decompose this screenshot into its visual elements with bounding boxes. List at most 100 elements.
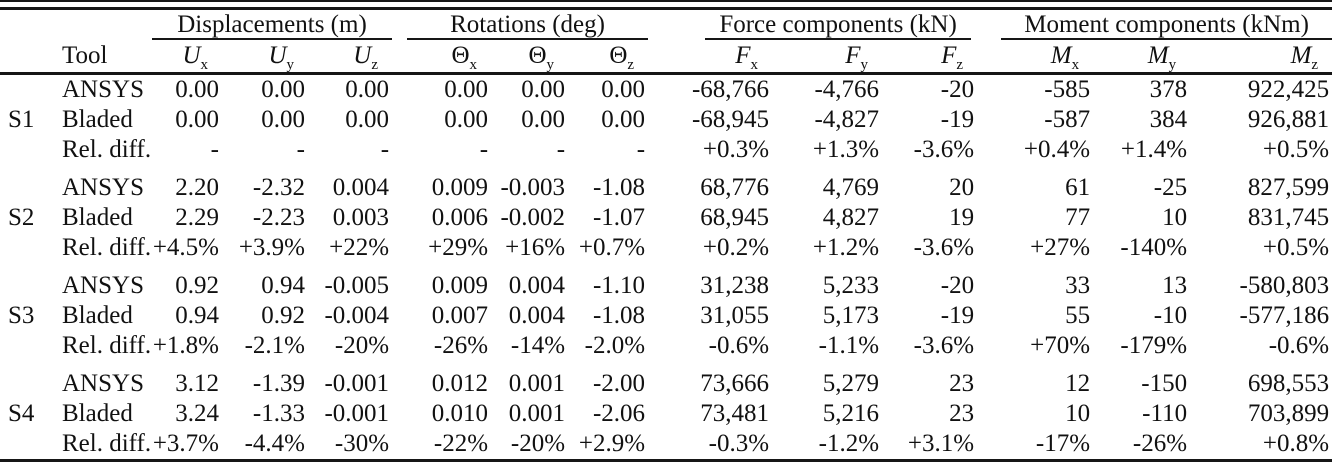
value-cell: -0.3% — [708, 429, 770, 457]
value-cell: - — [636, 135, 646, 163]
value-cell: +0.5% — [1262, 135, 1330, 163]
table-body: S1 ANSYS 0.00 0.00 0.00 0.00 0.00 0.00 -68,766 -4… — [0, 73, 1332, 459]
value-cell: -17% — [1035, 429, 1091, 457]
column-header-mx: Mx — [977, 40, 1094, 75]
tool-cell: Bladed — [62, 301, 133, 329]
value-cell: -0.002 — [500, 203, 566, 231]
value-cell: +1.3% — [812, 135, 880, 163]
tool-cell: Bladed — [62, 399, 133, 427]
value-cell: -0.001 — [324, 399, 390, 427]
corner-spacer — [0, 10, 148, 40]
value-cell: 5,216 — [822, 399, 880, 427]
tool-cell: Rel. diff. — [62, 135, 152, 163]
value-cell: +27% — [1030, 233, 1091, 261]
value-cell: 19 — [949, 203, 975, 231]
group-header-label: Moment components (kNm) — [1001, 10, 1332, 40]
value-cell: - — [380, 135, 390, 163]
value-cell: 0.00 — [345, 75, 390, 103]
value-cell: -2.0% — [584, 331, 646, 359]
value-cell: 0.00 — [601, 105, 646, 133]
value-cell: +1.4% — [1120, 135, 1188, 163]
value-cell: -3.6% — [913, 233, 975, 261]
value-cell: 0.92 — [175, 271, 219, 299]
value-cell: +70% — [1030, 331, 1091, 359]
value-cell: 0.001 — [508, 399, 566, 427]
value-cell: 0.001 — [508, 369, 566, 397]
station-label: S3 — [8, 301, 35, 329]
column-header-θz: Θz — [568, 40, 649, 75]
value-cell: -1.2% — [818, 429, 880, 457]
tool-cell: ANSYS — [62, 271, 144, 299]
value-cell: 4,827 — [822, 203, 880, 231]
value-cell: +4.5% — [152, 233, 219, 261]
value-cell: - — [479, 135, 489, 163]
column-header-fx: Fx — [648, 40, 773, 75]
value-cell: -4.4% — [244, 429, 305, 457]
value-cell: -2.32 — [252, 173, 305, 201]
value-cell: 0.00 — [345, 105, 390, 133]
value-cell: - — [210, 135, 219, 163]
value-cell: +0.7% — [578, 233, 646, 261]
value-cell: 73,666 — [700, 369, 770, 397]
value-cell: 0.010 — [431, 399, 489, 427]
value-cell: 0.004 — [508, 271, 566, 299]
table-row: Bladed 0.94 0.92 -0.004 0.007 0.004 -1.08 31,05… — [0, 301, 1332, 331]
value-cell: -577,186 — [1239, 301, 1330, 329]
value-cell: +0.4% — [1023, 135, 1091, 163]
value-cell: 10 — [1162, 203, 1188, 231]
value-cell: 61 — [1065, 173, 1091, 201]
column-header-uy: Uy — [222, 40, 308, 75]
value-cell: +0.5% — [1262, 233, 1330, 261]
value-cell: -2.1% — [244, 331, 305, 359]
table-row: S2 ANSYS 2.20 -2.32 0.004 0.009 -0.003 -1.08 68,… — [0, 165, 1332, 231]
value-cell: +16% — [505, 233, 566, 261]
value-cell: 831,745 — [1247, 203, 1330, 231]
value-cell: 0.003 — [332, 203, 390, 231]
value-cell: -20% — [334, 331, 390, 359]
table-row: Rel. diff. +3.7% -4.4% -30% -22% -20% +2.9% -0.… — [0, 429, 1332, 459]
value-cell: -580,803 — [1239, 271, 1330, 299]
value-cell: 0.009 — [431, 271, 489, 299]
value-cell: +0.3% — [702, 135, 770, 163]
value-cell: 31,238 — [700, 271, 770, 299]
tool-cell: Bladed — [62, 105, 133, 133]
value-cell: -68,766 — [691, 75, 770, 103]
value-cell: 0.92 — [261, 301, 305, 329]
table-row: Bladed 3.24 -1.33 -0.001 0.010 0.001 -2.06 73,4… — [0, 399, 1332, 429]
station-label: S2 — [8, 203, 35, 231]
value-cell: 31,055 — [700, 301, 770, 329]
value-cell: 23 — [949, 369, 975, 397]
value-cell: -3.6% — [913, 331, 975, 359]
group-header-cell: Displacements (m) — [148, 10, 393, 40]
value-cell: 0.94 — [175, 301, 219, 329]
value-cell: 0.00 — [601, 75, 646, 103]
value-cell: 77 — [1065, 203, 1091, 231]
value-cell: +0.8% — [1262, 429, 1330, 457]
value-cell: -587 — [1044, 105, 1091, 133]
value-cell: -20 — [940, 271, 975, 299]
value-cell: +1.2% — [812, 233, 880, 261]
value-cell: -0.6% — [708, 331, 770, 359]
value-cell: 384 — [1149, 105, 1188, 133]
value-cell: -1.33 — [252, 399, 305, 427]
value-cell: -585 — [1044, 75, 1091, 103]
group-header-label: Displacements (m) — [152, 10, 393, 40]
value-cell: 0.94 — [261, 271, 305, 299]
group-header-cell: Rotations (deg) — [392, 10, 649, 40]
column-header-θx: Θx — [392, 40, 492, 75]
value-cell: - — [296, 135, 305, 163]
value-cell: -1.39 — [252, 369, 305, 397]
table-bottom-rule — [0, 458, 1332, 462]
tool-cell: Rel. diff. — [62, 429, 152, 457]
value-cell: -22% — [433, 429, 489, 457]
value-cell: 0.012 — [431, 369, 489, 397]
value-cell: -26% — [1132, 429, 1188, 457]
table-header: Displacements (m) Rotations (deg) Force co… — [0, 10, 1332, 75]
value-cell: +3.7% — [152, 429, 219, 457]
value-cell: -140% — [1120, 233, 1188, 261]
column-header-θy: Θy — [491, 40, 569, 75]
tool-cell: Rel. diff. — [62, 233, 152, 261]
value-cell: -3.6% — [913, 135, 975, 163]
value-cell: -26% — [433, 331, 489, 359]
